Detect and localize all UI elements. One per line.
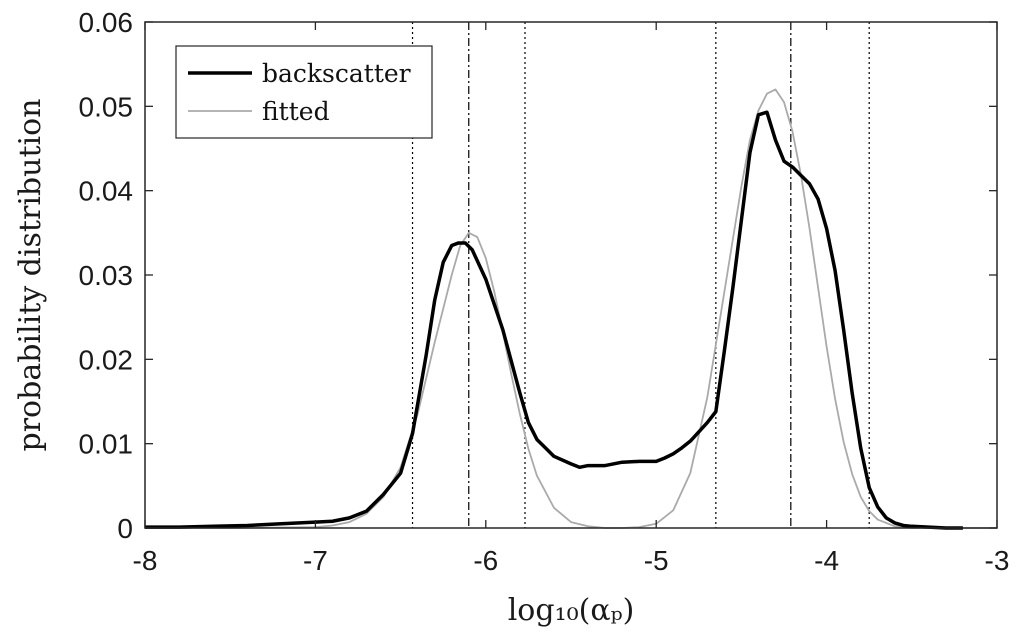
x-tick-label: -5 [644, 545, 669, 576]
x-tick-label: -4 [814, 545, 839, 576]
x-axis-label: log₁₀(αₚ) [508, 593, 635, 628]
x-axis: -8 -7 -6 -5 -4 -3 [133, 22, 1010, 576]
series-line-backscatter [145, 110, 963, 530]
y-axis: 0 0.01 0.02 0.03 0.04 0.05 0.06 [79, 7, 997, 544]
y-tick-label: 0 [117, 513, 133, 544]
y-tick-label: 0.01 [79, 429, 134, 460]
legend-label-fitted: fitted [262, 97, 330, 126]
vertical-reference-lines [411, 22, 870, 528]
x-tick-label: -8 [133, 545, 158, 576]
y-tick-label: 0.04 [79, 176, 134, 207]
y-tick-label: 0.05 [79, 91, 134, 122]
y-tick-label: 0.03 [79, 260, 134, 291]
x-tick-label: -6 [473, 545, 498, 576]
legend: backscatter fitted [175, 45, 433, 139]
x-tick-label: -3 [985, 545, 1010, 576]
legend-label-backscatter: backscatter [262, 59, 411, 88]
y-tick-label: 0.06 [79, 7, 134, 38]
y-tick-label: 0.02 [79, 344, 134, 375]
legend-box [175, 45, 433, 139]
y-axis-label: probability distribution [13, 99, 48, 452]
x-tick-label: -7 [303, 545, 328, 576]
